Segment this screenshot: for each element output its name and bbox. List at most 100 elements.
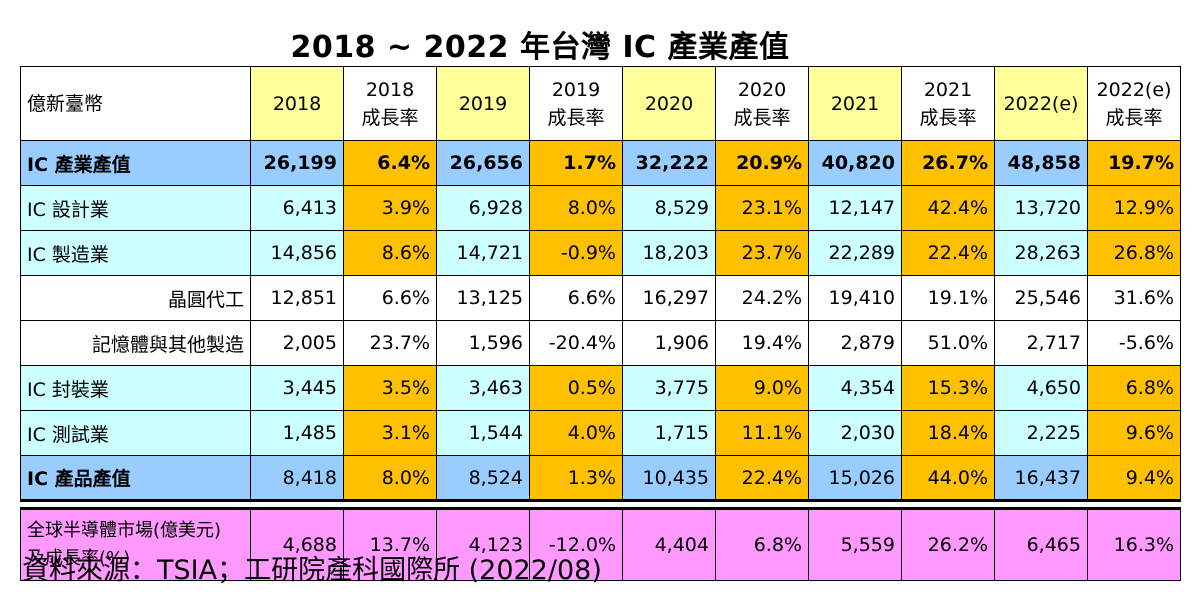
header-2022e-growth: 2022(e) 成長率 — [1087, 66, 1181, 141]
growth-cell: -12.0% — [529, 508, 623, 581]
growth-cell: 9.4% — [1087, 455, 1181, 501]
growth-cell: 31.6% — [1087, 275, 1181, 321]
value-cell: 13,125 — [436, 275, 530, 321]
growth-cell: 11.1% — [715, 410, 809, 456]
growth-cell: 12.9% — [1087, 185, 1181, 231]
growth-cell: 44.0% — [901, 455, 995, 501]
growth-cell: 0.5% — [529, 365, 623, 411]
growth-cell: 6.4% — [343, 140, 437, 186]
growth-cell: -5.6% — [1087, 320, 1181, 366]
value-cell: 6,928 — [436, 185, 530, 231]
header-2021: 2021 — [808, 66, 902, 141]
value-cell: 12,147 — [808, 185, 902, 231]
value-cell: 28,263 — [994, 230, 1088, 276]
value-cell: 1,485 — [250, 410, 344, 456]
double-divider — [20, 499, 1181, 510]
growth-cell: 8.6% — [343, 230, 437, 276]
value-cell: 2,005 — [250, 320, 344, 366]
header-2018-growth: 2018 成長率 — [343, 66, 437, 141]
growth-cell: 3.1% — [343, 410, 437, 456]
growth-cell: 9.6% — [1087, 410, 1181, 456]
value-cell: 2,225 — [994, 410, 1088, 456]
value-cell: 14,856 — [250, 230, 344, 276]
value-cell: 13,720 — [994, 185, 1088, 231]
growth-cell: -0.9% — [529, 230, 623, 276]
row-label: IC 設計業 — [20, 185, 251, 231]
header-2020-growth: 2020 成長率 — [715, 66, 809, 141]
value-cell: 15,026 — [808, 455, 902, 501]
growth-cell: 8.0% — [343, 455, 437, 501]
value-cell: 6,413 — [250, 185, 344, 231]
growth-cell: 42.4% — [901, 185, 995, 231]
value-cell: 3,445 — [250, 365, 344, 411]
header-2018: 2018 — [250, 66, 344, 141]
value-cell: 25,546 — [994, 275, 1088, 321]
value-cell: 2,717 — [994, 320, 1088, 366]
global-market-row: 全球半導體市場(億美元) 及成長率(%) 4,688 13.7% 4,123 -1… — [20, 508, 1181, 581]
growth-cell: 4.0% — [529, 410, 623, 456]
growth-cell: 23.1% — [715, 185, 809, 231]
growth-cell: 6.6% — [343, 275, 437, 321]
growth-cell: 22.4% — [901, 230, 995, 276]
value-cell: 2,030 — [808, 410, 902, 456]
table-row: 晶圓代工 12,851 6.6% 13,125 6.6% 16,297 24.2… — [20, 275, 1181, 321]
growth-cell: 9.0% — [715, 365, 809, 411]
growth-cell: 3.9% — [343, 185, 437, 231]
value-cell: 4,404 — [622, 508, 716, 581]
growth-cell: 8.0% — [529, 185, 623, 231]
row-label: IC 測試業 — [20, 410, 251, 456]
growth-cell: 26.2% — [901, 508, 995, 581]
growth-cell: 19.4% — [715, 320, 809, 366]
table-row: IC 設計業 6,413 3.9% 6,928 8.0% 8,529 23.1%… — [20, 185, 1181, 231]
header-2019: 2019 — [436, 66, 530, 141]
value-cell: 1,596 — [436, 320, 530, 366]
table-row: IC 產業產值 26,199 6.4% 26,656 1.7% 32,222 2… — [20, 140, 1181, 186]
ic-output-table: 億新臺幣 2018 2018 成長率 2019 2019 成長率 2020 2020… — [20, 66, 1181, 581]
value-cell: 14,721 — [436, 230, 530, 276]
value-cell: 8,418 — [250, 455, 344, 501]
value-cell: 4,354 — [808, 365, 902, 411]
value-cell: 16,437 — [994, 455, 1088, 501]
value-cell: 26,656 — [436, 140, 530, 186]
growth-cell: 19.7% — [1087, 140, 1181, 186]
row-label: 記憶體與其他製造 — [20, 320, 251, 366]
value-cell: 22,289 — [808, 230, 902, 276]
unit-label: 億新臺幣 — [20, 66, 251, 141]
growth-cell: 23.7% — [343, 320, 437, 366]
growth-cell: 1.3% — [529, 455, 623, 501]
growth-cell: 18.4% — [901, 410, 995, 456]
table-row: IC 測試業 1,485 3.1% 1,544 4.0% 1,715 11.1%… — [20, 410, 1181, 456]
value-cell: 1,715 — [622, 410, 716, 456]
value-cell: 4,650 — [994, 365, 1088, 411]
growth-cell: 26.7% — [901, 140, 995, 186]
value-cell: 3,463 — [436, 365, 530, 411]
page-title: 2018 ~ 2022 年台灣 IC 產業產值 — [290, 30, 790, 65]
source-note: 資料來源：TSIA；工研院產科國際所 (2022/08) — [22, 555, 602, 586]
growth-cell: 22.4% — [715, 455, 809, 501]
value-cell: 16,297 — [622, 275, 716, 321]
row-label: IC 封裝業 — [20, 365, 251, 411]
header-2019-growth: 2019 成長率 — [529, 66, 623, 141]
growth-cell: 1.7% — [529, 140, 623, 186]
value-cell: 4,688 — [250, 508, 344, 581]
value-cell: 8,529 — [622, 185, 716, 231]
growth-cell: 19.1% — [901, 275, 995, 321]
value-cell: 19,410 — [808, 275, 902, 321]
value-cell: 12,851 — [250, 275, 344, 321]
growth-cell: 15.3% — [901, 365, 995, 411]
row-label: 晶圓代工 — [20, 275, 251, 321]
header-2022e: 2022(e) — [994, 66, 1088, 141]
value-cell: 26,199 — [250, 140, 344, 186]
growth-cell: 6.6% — [529, 275, 623, 321]
value-cell: 3,775 — [622, 365, 716, 411]
table-row: IC 產品產值 8,418 8.0% 8,524 1.3% 10,435 22.… — [20, 455, 1181, 501]
growth-cell: -20.4% — [529, 320, 623, 366]
header-2020: 2020 — [622, 66, 716, 141]
growth-cell: 20.9% — [715, 140, 809, 186]
value-cell: 18,203 — [622, 230, 716, 276]
row-label: IC 產品產值 — [20, 455, 251, 501]
header-2021-growth: 2021 成長率 — [901, 66, 995, 141]
value-cell: 4,123 — [436, 508, 530, 581]
value-cell: 32,222 — [622, 140, 716, 186]
value-cell: 8,524 — [436, 455, 530, 501]
